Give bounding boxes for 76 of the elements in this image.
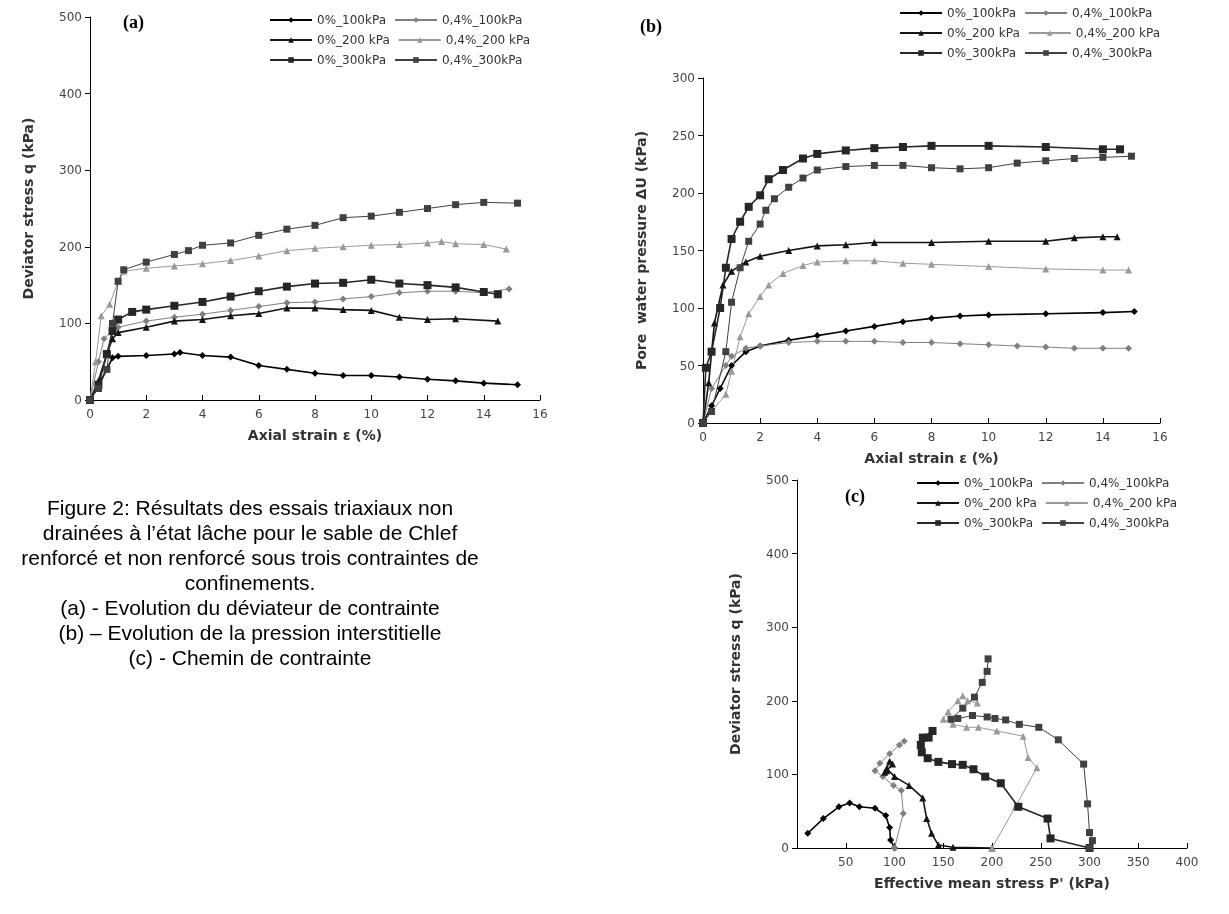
legend-label: 0%_300kPa [317,53,386,67]
x-tick-label: 6 [254,407,263,421]
x-axis-title: Axial strain ε (%) [247,427,383,443]
y-tick-label: 200 [59,239,82,254]
chart-title: (b) [640,16,662,37]
x-tick-label: 300 [1078,855,1101,869]
y-axis-title: Deviator stress q (kPa) [20,117,36,300]
legend-label: 0,4%_100kPa [1088,476,1170,490]
legend-label: 0,4%_300kPa [1071,46,1153,60]
x-tick-label: 250 [1029,855,1053,869]
x-tick-label: 350 [1126,855,1150,869]
legend-label: 0,4%_200 kPa [1092,496,1178,510]
x-tick-label: 400 [1175,855,1199,869]
x-tick-label: 10 [980,430,997,444]
x-tick-label: 100 [883,855,906,869]
legend-label: 0%_300kPa [947,46,1016,60]
y-tick-label: 250 [672,128,695,143]
legend-label: 0%_100kPa [964,476,1033,490]
legend-label: 0%_100kPa [317,13,386,27]
legend-label: 0,4%_200 kPa [1075,26,1161,40]
x-tick-label: 16 [1152,430,1168,444]
x-tick-label: 14 [1095,430,1111,444]
chart-title: (c) [845,486,865,507]
x-tick-label: 150 [931,855,955,869]
x-tick-label: 0 [86,407,94,421]
y-tick-label: 150 [672,243,695,258]
x-tick-label: 12 [419,407,436,421]
y-tick-label: 300 [766,620,789,635]
y-tick-label: 400 [59,86,82,101]
x-tick-label: 0 [699,430,707,444]
x-tick-label: 16 [532,407,548,421]
x-tick-label: 8 [927,430,936,444]
x-tick-label: 6 [870,430,879,444]
y-tick-label: 0 [781,841,789,855]
y-tick-label: 50 [679,358,695,373]
chart-title: (a) [123,12,144,33]
x-tick-label: 200 [980,855,1004,869]
x-tick-label: 2 [756,430,764,444]
y-tick-label: 200 [672,186,695,200]
y-tick-label: 400 [766,546,789,561]
y-tick-label: 300 [59,163,82,178]
y-tick-label: 500 [766,473,789,487]
legend-label: 0%_200 kPa [947,26,1020,40]
y-tick-label: 100 [672,301,695,315]
x-tick-label: 12 [1038,430,1054,444]
x-tick-label: 4 [813,430,822,444]
legend-label: 0,4%_100kPa [441,13,523,27]
y-axis-title: Deviator stress q (kPa) [727,573,743,755]
legend-label: 0,4%_200 kPa [445,33,531,47]
y-tick-label: 300 [672,71,695,85]
x-tick-label: 4 [198,407,207,421]
legend-label: 0,4%_100kPa [1071,6,1153,20]
y-tick-label: 0 [74,393,82,407]
x-tick-label: 2 [142,407,151,421]
legend-label: 0,4%_300kPa [441,53,523,67]
x-tick-label: 8 [311,407,319,421]
y-tick-label: 500 [59,10,82,24]
text: Figure 2: Résultats des essais triaxiaux non drainées à l’état lâche pour le sable de Chlef renforcé et non renforcé sous trois contraintes de confinements. [20,495,480,595]
x-tick-label: 10 [363,407,379,421]
x-tick-label: 50 [838,855,854,869]
legend-label: 0%_100kPa [947,6,1016,20]
y-tick-label: 100 [59,316,82,331]
y-tick-label: 100 [766,767,789,782]
text: (c) - Chemin de contrainte [127,645,373,670]
text: (a) - Evolution du déviateur de contrainte [59,595,441,620]
legend-label: 0,4%_300kPa [1088,516,1170,530]
x-tick-label: 14 [476,407,492,421]
y-axis-title: Pore water pressure ΔU (kPa) [633,130,649,371]
y-tick-label: 200 [766,693,789,708]
legend-label: 0%_200 kPa [964,496,1037,510]
legend-label: 0%_300kPa [964,516,1033,530]
text: (b) – Evolution de la pression interstitielle [57,620,443,645]
x-axis-title: Axial strain ε (%) [864,450,999,466]
y-tick-label: 0 [687,416,695,430]
legend-label: 0%_200 kPa [317,33,390,47]
x-axis-title: Effective mean stress P' (kPa) [874,875,1110,891]
